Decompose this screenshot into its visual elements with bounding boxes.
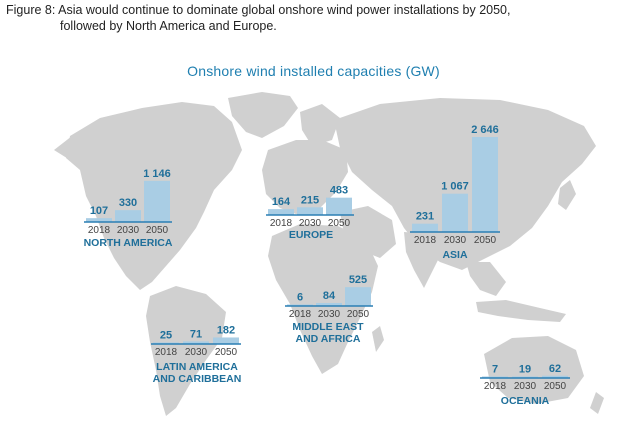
value-label-europe-2018: 164 [272, 196, 291, 208]
year-label-north-america-2018: 2018 [88, 225, 111, 236]
bar-middle-east-and-africa-2030 [316, 302, 342, 306]
map-south-america [146, 286, 226, 416]
year-label-latin-america-and-caribbean-2018: 2018 [155, 347, 178, 358]
bar-latin-america-and-caribbean-2030 [183, 341, 209, 344]
year-label-middle-east-and-africa-2018: 2018 [289, 309, 312, 320]
map-greenland [228, 92, 298, 138]
value-label-latin-america-and-caribbean-2050: 182 [217, 324, 235, 336]
year-label-asia-2030: 2030 [444, 235, 467, 246]
region-label-asia: ASIA [442, 249, 468, 261]
figure-title-line1: Figure 8: Asia would continue to dominat… [6, 3, 511, 17]
region-label-middle-east-and-africa-line1: MIDDLE EAST [292, 321, 364, 333]
bar-oceania-2050 [542, 375, 568, 378]
year-label-oceania-2050: 2050 [544, 381, 567, 392]
value-label-asia-2018: 231 [416, 211, 434, 223]
year-label-europe-2018: 2018 [270, 218, 293, 229]
map-madagascar [372, 326, 384, 352]
bar-north-america-2018 [86, 218, 112, 222]
value-label-north-america-2030: 330 [119, 197, 137, 209]
map-india [404, 232, 438, 288]
map-europe [262, 140, 348, 214]
year-label-oceania-2018: 2018 [484, 381, 507, 392]
value-label-north-america-2050: 1 146 [143, 168, 171, 180]
region-label-latin-america-and-caribbean-line1: LATIN AMERICA [156, 361, 238, 373]
bar-europe-2018 [268, 209, 294, 215]
map-scandinavia [300, 104, 340, 146]
value-label-latin-america-and-caribbean-2030: 71 [190, 328, 202, 340]
bar-latin-america-and-caribbean-2050 [213, 337, 239, 344]
bar-asia-2030 [442, 193, 468, 232]
map-indonesia [476, 300, 566, 322]
value-label-middle-east-and-africa-2018: 6 [297, 292, 303, 304]
year-label-latin-america-and-caribbean-2030: 2030 [185, 347, 208, 358]
map-southeast-asia [466, 262, 506, 296]
region-label-latin-america-and-caribbean-line2: AND CARIBBEAN [153, 373, 242, 385]
bar-europe-2050 [326, 197, 352, 215]
year-label-latin-america-and-caribbean-2050: 2050 [215, 347, 238, 358]
year-label-europe-2030: 2030 [299, 218, 322, 229]
bar-north-america-2030 [115, 210, 141, 222]
figure-title-line2: followed by North America and Europe. [60, 19, 277, 33]
bar-europe-2030 [297, 207, 323, 215]
value-label-asia-2030: 1 067 [441, 181, 469, 193]
year-label-middle-east-and-africa-2050: 2050 [347, 309, 370, 320]
region-label-oceania: OCEANIA [501, 395, 550, 407]
value-label-asia-2050: 2 646 [471, 124, 499, 136]
region-label-middle-east-and-africa-line2: AND AFRICA [296, 333, 361, 345]
year-label-asia-2050: 2050 [474, 235, 497, 246]
value-label-middle-east-and-africa-2050: 525 [349, 274, 367, 286]
value-label-latin-america-and-caribbean-2018: 25 [160, 330, 172, 342]
value-label-europe-2050: 483 [330, 185, 348, 197]
map-alaska [54, 136, 82, 160]
map-australia [484, 336, 584, 404]
year-label-north-america-2050: 2050 [146, 225, 169, 236]
value-label-europe-2030: 215 [301, 194, 319, 206]
year-label-europe-2050: 2050 [328, 218, 351, 229]
year-label-middle-east-and-africa-2030: 2030 [318, 309, 341, 320]
map-middle-east [340, 206, 396, 258]
value-label-north-america-2018: 107 [90, 205, 108, 217]
map-asia [334, 98, 596, 270]
year-label-asia-2018: 2018 [414, 235, 437, 246]
region-label-europe: EUROPE [289, 229, 333, 241]
map-new-zealand [590, 392, 604, 414]
chart-title: Onshore wind installed capacities (GW) [187, 63, 440, 79]
figure-title: Figure 8: Asia would continue to dominat… [6, 2, 606, 34]
map-africa [268, 224, 378, 374]
bar-asia-2018 [412, 223, 438, 232]
value-label-oceania-2030: 19 [519, 364, 531, 376]
value-label-oceania-2018: 7 [492, 364, 498, 376]
map-japan [558, 180, 576, 210]
bar-asia-2050 [472, 137, 498, 232]
bar-middle-east-and-africa-2050 [345, 287, 371, 306]
bar-north-america-2050 [144, 180, 170, 222]
year-label-north-america-2030: 2030 [117, 225, 140, 236]
region-label-north-america: NORTH AMERICA [84, 237, 173, 249]
value-label-middle-east-and-africa-2030: 84 [323, 290, 336, 302]
value-label-oceania-2050: 62 [549, 363, 561, 375]
year-label-oceania-2030: 2030 [514, 381, 537, 392]
